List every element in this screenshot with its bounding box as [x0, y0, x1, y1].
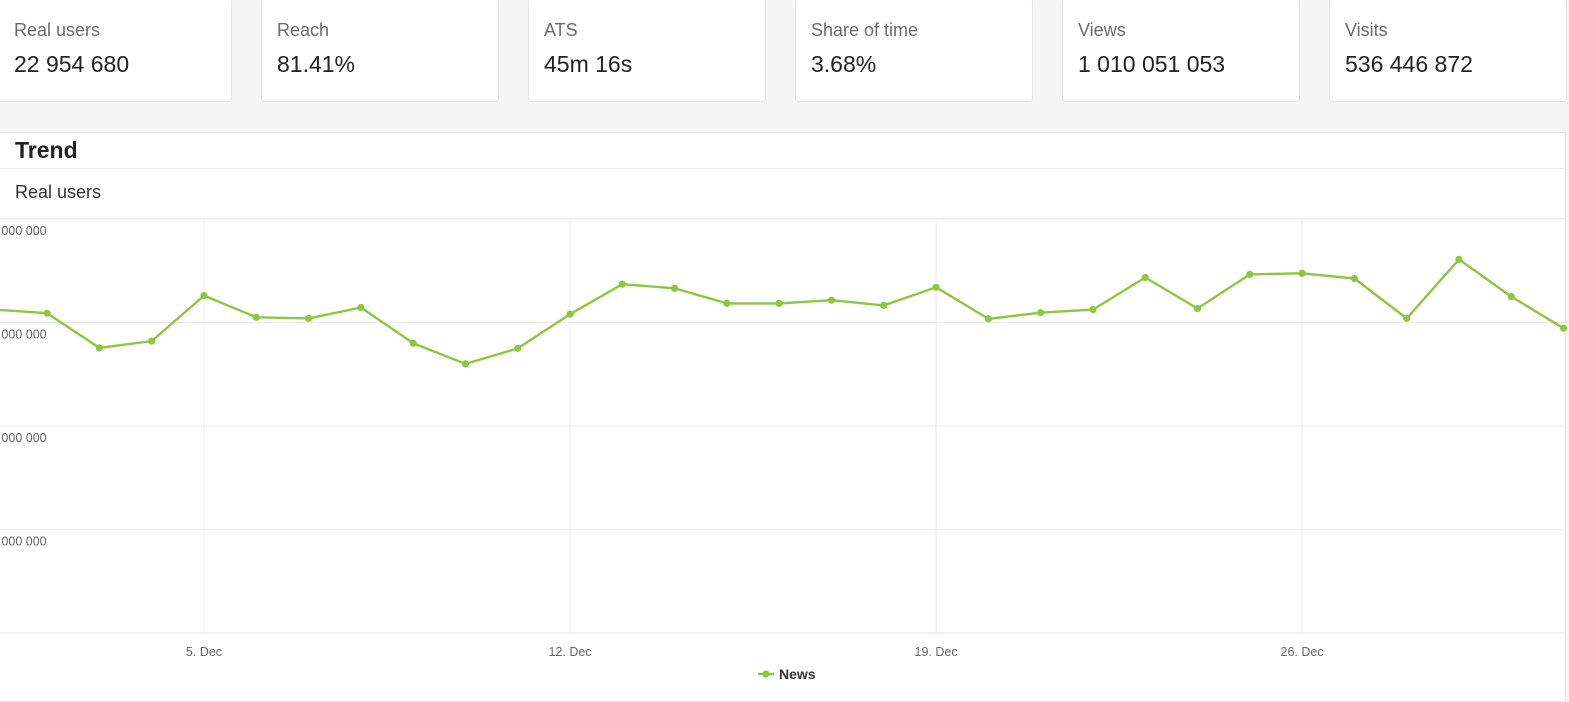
data-point[interactable] — [200, 291, 208, 300]
kpi-card-ats[interactable]: ATS 45m 16s — [528, 0, 766, 102]
kpi-label: Views — [1078, 20, 1126, 40]
kpi-value: 536 446 872 — [1345, 51, 1473, 77]
kpi-value: 45m 16s — [544, 51, 633, 77]
chart-legend[interactable]: News — [758, 666, 816, 682]
data-point[interactable] — [566, 310, 574, 318]
data-point[interactable] — [1298, 269, 1306, 277]
trend-panel: Trend Real users — [0, 132, 1566, 702]
data-point[interactable] — [827, 296, 836, 304]
y-tick-label: 2 000 000 — [0, 535, 47, 549]
data-point[interactable] — [357, 303, 365, 312]
data-point[interactable] — [1193, 304, 1202, 313]
x-tick-label: 19. Dec — [915, 645, 958, 659]
kpi-label: Visits — [1345, 20, 1388, 40]
kpi-card-reach[interactable]: Reach 81.41% — [261, 0, 499, 102]
y-tick-label: 6 000 000 — [0, 328, 47, 342]
kpi-value: 81.41% — [277, 51, 356, 77]
y-tick-label: 4 000 000 — [0, 431, 47, 445]
data-point[interactable] — [514, 344, 522, 352]
kpi-label: Reach — [277, 20, 330, 40]
chart-series — [0, 255, 1568, 368]
x-axis-ticks: 5. Dec 12. Dec 19. Dec 26. Dec — [186, 645, 1324, 659]
data-point[interactable] — [1246, 270, 1254, 278]
data-point[interactable] — [95, 344, 104, 352]
kpi-card-visits[interactable]: Visits 536 446 872 — [1329, 0, 1567, 102]
data-point[interactable] — [1403, 314, 1411, 322]
series-line-news — [0, 258, 1565, 366]
data-point[interactable] — [252, 313, 260, 321]
x-tick-label: 12. Dec — [548, 645, 591, 659]
kpi-card-share-of-time[interactable]: Share of time 3.68% — [795, 0, 1033, 102]
data-point[interactable] — [1141, 273, 1149, 282]
legend-marker — [762, 670, 770, 678]
data-point[interactable] — [409, 339, 417, 347]
y-tick-label: 8 000 000 — [0, 224, 47, 238]
chart-gridlines — [0, 218, 1566, 634]
data-point[interactable] — [775, 299, 783, 307]
data-point[interactable] — [1507, 293, 1515, 301]
data-point[interactable] — [1455, 255, 1463, 263]
kpi-value: 3.68% — [811, 51, 877, 77]
data-point[interactable] — [1559, 324, 1568, 332]
kpi-label: Real users — [14, 20, 101, 40]
trend-title: Trend — [0, 133, 1565, 169]
data-point[interactable] — [148, 337, 156, 345]
kpi-value: 22 954 680 — [14, 51, 130, 77]
legend-label-news[interactable]: News — [779, 666, 816, 682]
data-point[interactable] — [618, 280, 626, 288]
kpi-card-views[interactable]: Views 1 010 051 053 — [1062, 0, 1300, 102]
data-point[interactable] — [880, 301, 888, 310]
data-point[interactable] — [723, 299, 731, 307]
data-point[interactable] — [932, 283, 940, 291]
data-point[interactable] — [1089, 305, 1097, 314]
x-tick-label: 26. Dec — [1281, 645, 1324, 659]
kpi-card-real-users[interactable]: Real users 22 954 680 — [0, 0, 232, 102]
data-point[interactable] — [1350, 274, 1358, 283]
kpi-label: ATS — [544, 20, 578, 40]
kpi-value: 1 010 051 053 — [1078, 51, 1226, 77]
data-point[interactable] — [461, 360, 470, 368]
data-point[interactable] — [671, 284, 679, 292]
x-tick-label: 5. Dec — [186, 645, 222, 659]
data-point[interactable] — [1037, 309, 1045, 317]
data-point[interactable] — [43, 309, 51, 317]
data-point[interactable] — [304, 314, 313, 322]
data-point[interactable] — [984, 315, 992, 323]
y-axis-ticks: 8 000 000 6 000 000 4 000 000 2 000 000 — [0, 224, 47, 549]
kpi-row: Real users 22 954 680 Reach 81.41% ATS 4… — [0, 0, 1569, 104]
kpi-label: Share of time — [811, 20, 919, 40]
